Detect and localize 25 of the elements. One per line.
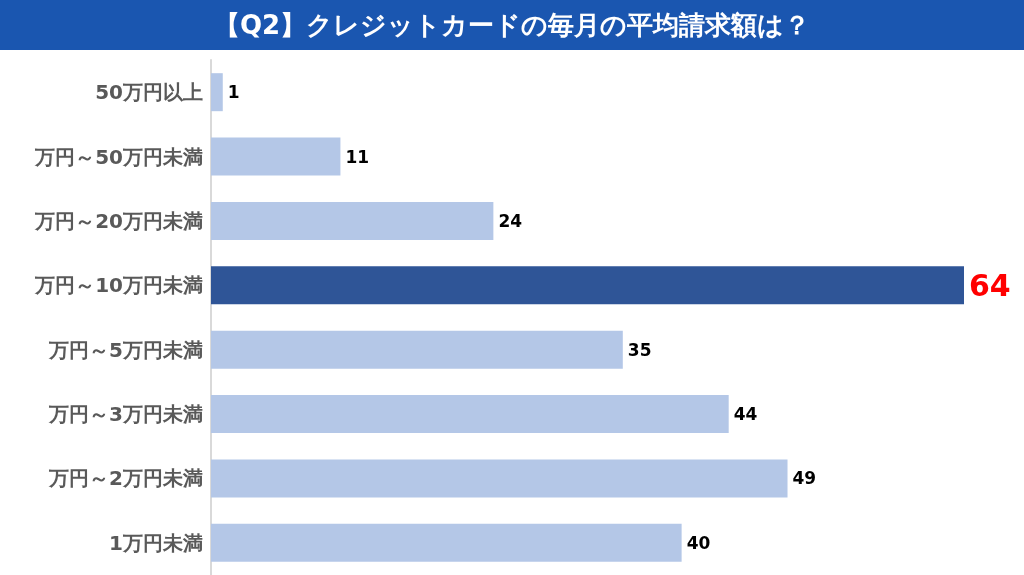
data-label: 1 — [227, 82, 240, 103]
bar — [211, 137, 341, 176]
y-tick-label: 万円～5万円未満 — [48, 337, 203, 362]
data-label: 64 — [969, 267, 1011, 303]
data-label: 11 — [345, 146, 370, 167]
bar — [211, 201, 494, 240]
y-tick-label: 50万円以上 — [95, 80, 203, 105]
bar — [211, 330, 623, 369]
data-label: 49 — [792, 468, 817, 489]
data-label: 44 — [733, 404, 758, 425]
bar — [211, 459, 788, 498]
y-tick-label: 万円～2万円未満 — [48, 466, 203, 491]
bar — [211, 523, 682, 562]
bar — [211, 395, 729, 434]
y-tick-label: 万円～3万円未満 — [48, 402, 203, 427]
bar — [211, 73, 223, 112]
y-tick-label: 万円～10万円未満 — [34, 273, 203, 298]
y-tick-label: 万円～20万円未満 — [34, 208, 203, 233]
data-label: 24 — [498, 210, 523, 231]
bar — [211, 266, 964, 305]
data-label: 40 — [686, 532, 711, 553]
y-tick-label: 万円～50万円未満 — [34, 144, 203, 169]
chart-title: 【Q2】クレジットカードの毎月の平均請求額は？ — [0, 0, 1024, 50]
data-label: 35 — [627, 339, 652, 360]
y-tick-label: 1万円未満 — [109, 530, 203, 555]
